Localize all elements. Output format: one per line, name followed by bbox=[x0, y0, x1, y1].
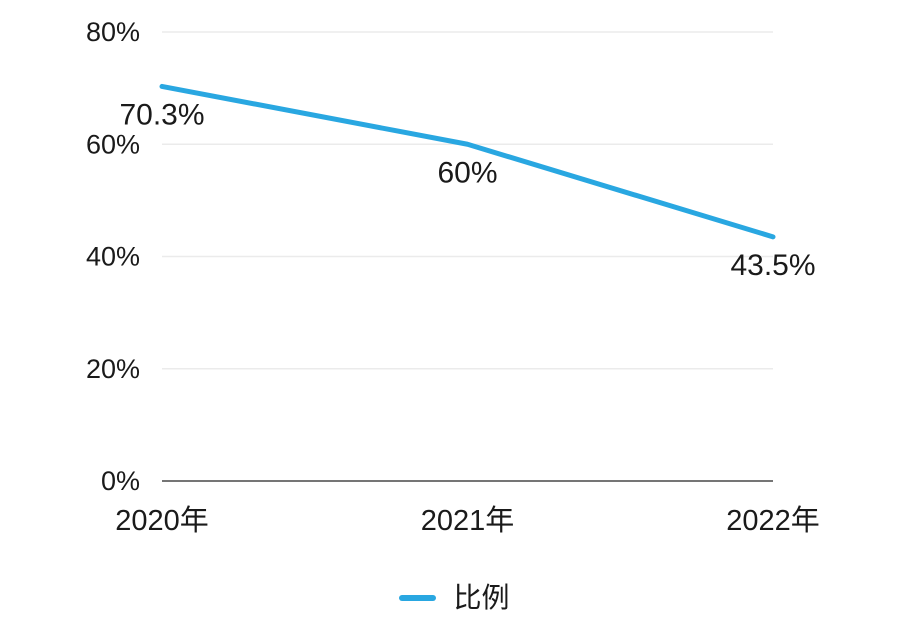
data-label: 60% bbox=[437, 156, 497, 189]
data-label: 43.5% bbox=[730, 249, 815, 282]
legend-line-swatch bbox=[399, 595, 437, 601]
y-tick-label: 60% bbox=[86, 129, 140, 159]
y-tick-label: 20% bbox=[86, 354, 140, 384]
legend: 比例 bbox=[0, 584, 909, 612]
x-tick-label: 2020年 bbox=[115, 504, 209, 537]
y-tick-label: 80% bbox=[86, 17, 140, 47]
legend-item[interactable]: 比例 bbox=[399, 582, 510, 613]
series-line bbox=[159, 83, 776, 240]
x-tick-label: 2022年 bbox=[726, 504, 820, 537]
legend-label: 比例 bbox=[453, 582, 510, 613]
y-tick-label: 40% bbox=[86, 242, 140, 272]
x-tick-label: 2021年 bbox=[421, 504, 515, 537]
y-tick-label: 0% bbox=[101, 466, 140, 496]
data-label: 70.3% bbox=[119, 98, 204, 131]
